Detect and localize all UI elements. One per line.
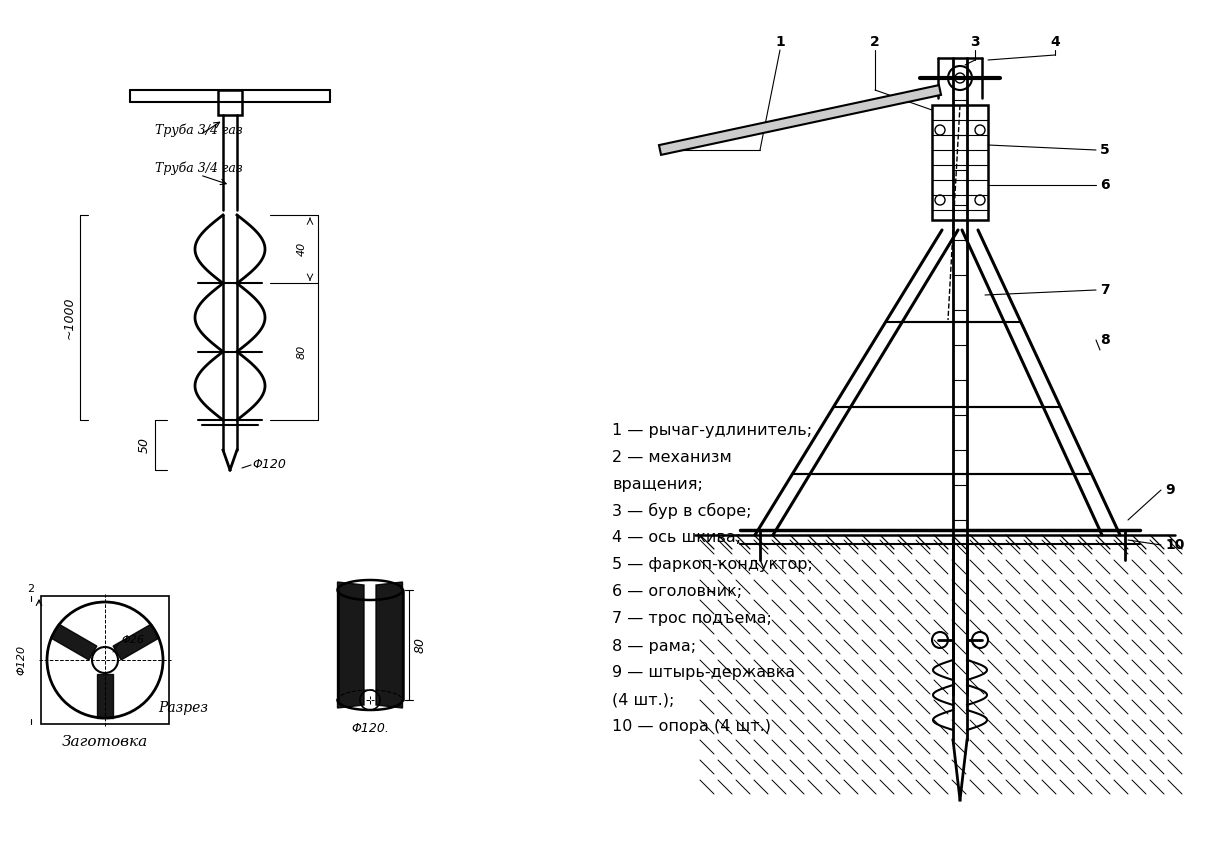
Text: 7: 7: [1100, 283, 1110, 297]
Text: 1 — рычаг-удлинитель;: 1 — рычаг-удлинитель;: [611, 423, 812, 437]
Text: Φ120: Φ120: [252, 458, 286, 471]
Text: Φ120.: Φ120.: [351, 722, 390, 735]
Bar: [932, 105, 988, 220]
Text: 2: 2: [870, 35, 880, 49]
Text: Разрез: Разрез: [158, 701, 207, 715]
Polygon shape: [51, 624, 96, 660]
Text: 5: 5: [1100, 143, 1110, 157]
Text: 50: 50: [137, 437, 151, 453]
Text: Φ26: Φ26: [121, 635, 144, 645]
Polygon shape: [376, 582, 403, 708]
Text: 5 — фаркоп-кондуктор;: 5 — фаркоп-кондуктор;: [611, 558, 813, 572]
Text: 10: 10: [1165, 538, 1184, 552]
Text: 8 — рама;: 8 — рама;: [611, 638, 696, 654]
Text: 2: 2: [28, 584, 35, 594]
Text: 3 — бур в сборе;: 3 — бур в сборе;: [611, 503, 751, 519]
Polygon shape: [113, 624, 159, 660]
Bar: [218, 90, 242, 115]
Text: Заготовка: Заготовка: [62, 735, 148, 749]
Text: Труба 3/4 газ: Труба 3/4 газ: [156, 123, 242, 137]
Text: 9: 9: [1165, 483, 1175, 497]
Text: 40: 40: [297, 242, 308, 256]
Text: 4: 4: [1050, 35, 1060, 49]
Text: Труба 3/4 газ: Труба 3/4 газ: [156, 161, 242, 175]
Text: 1: 1: [775, 35, 785, 49]
Text: Φ120: Φ120: [16, 645, 27, 675]
Polygon shape: [338, 582, 364, 708]
Text: 80: 80: [297, 345, 308, 359]
Text: 10 — опора (4 шт.): 10 — опора (4 шт.): [611, 720, 771, 734]
Text: 6 — оголовник;: 6 — оголовник;: [611, 585, 742, 599]
Text: вращения;: вращения;: [611, 476, 703, 492]
Text: 6: 6: [1100, 178, 1110, 192]
Text: 4 — ось шкива;: 4 — ось шкива;: [611, 531, 742, 546]
Polygon shape: [96, 674, 113, 718]
Text: (4 шт.);: (4 шт.);: [611, 693, 674, 708]
Polygon shape: [658, 85, 941, 155]
Text: 8: 8: [1100, 333, 1110, 347]
Text: 7 — трос подъема;: 7 — трос подъема;: [611, 611, 772, 626]
Text: 3: 3: [970, 35, 979, 49]
Bar: [41, 596, 169, 724]
Text: 2 — механизм: 2 — механизм: [611, 449, 732, 464]
Text: 80: 80: [414, 637, 427, 653]
Text: ~1000: ~1000: [63, 296, 76, 339]
Polygon shape: [658, 90, 941, 150]
Text: 9 — штырь-державка: 9 — штырь-державка: [611, 665, 795, 681]
